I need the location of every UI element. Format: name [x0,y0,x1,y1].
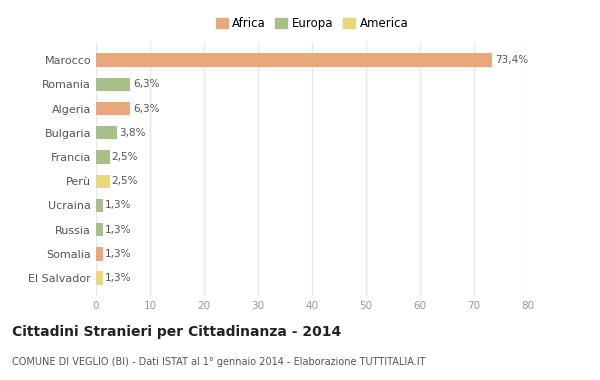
Text: Cittadini Stranieri per Cittadinanza - 2014: Cittadini Stranieri per Cittadinanza - 2… [12,325,341,339]
Text: 6,3%: 6,3% [133,103,160,114]
Bar [96,126,116,139]
Bar [96,102,130,115]
Text: 1,3%: 1,3% [105,249,131,259]
Bar [96,78,130,91]
Text: 1,3%: 1,3% [105,273,131,283]
Text: 73,4%: 73,4% [496,55,529,65]
Bar [96,199,103,212]
Text: 3,8%: 3,8% [119,128,145,138]
Text: 6,3%: 6,3% [133,79,160,89]
Legend: Africa, Europa, America: Africa, Europa, America [214,14,410,32]
Bar [96,174,110,188]
Text: COMUNE DI VEGLIO (BI) - Dati ISTAT al 1° gennaio 2014 - Elaborazione TUTTITALIA.: COMUNE DI VEGLIO (BI) - Dati ISTAT al 1°… [12,357,425,367]
Text: 1,3%: 1,3% [105,225,131,235]
Bar [96,247,103,261]
Text: 1,3%: 1,3% [105,201,131,211]
Bar [96,271,103,285]
Text: 2,5%: 2,5% [112,176,138,186]
Text: 2,5%: 2,5% [112,152,138,162]
Bar [96,150,110,164]
Bar [96,223,103,236]
Bar [96,53,493,67]
